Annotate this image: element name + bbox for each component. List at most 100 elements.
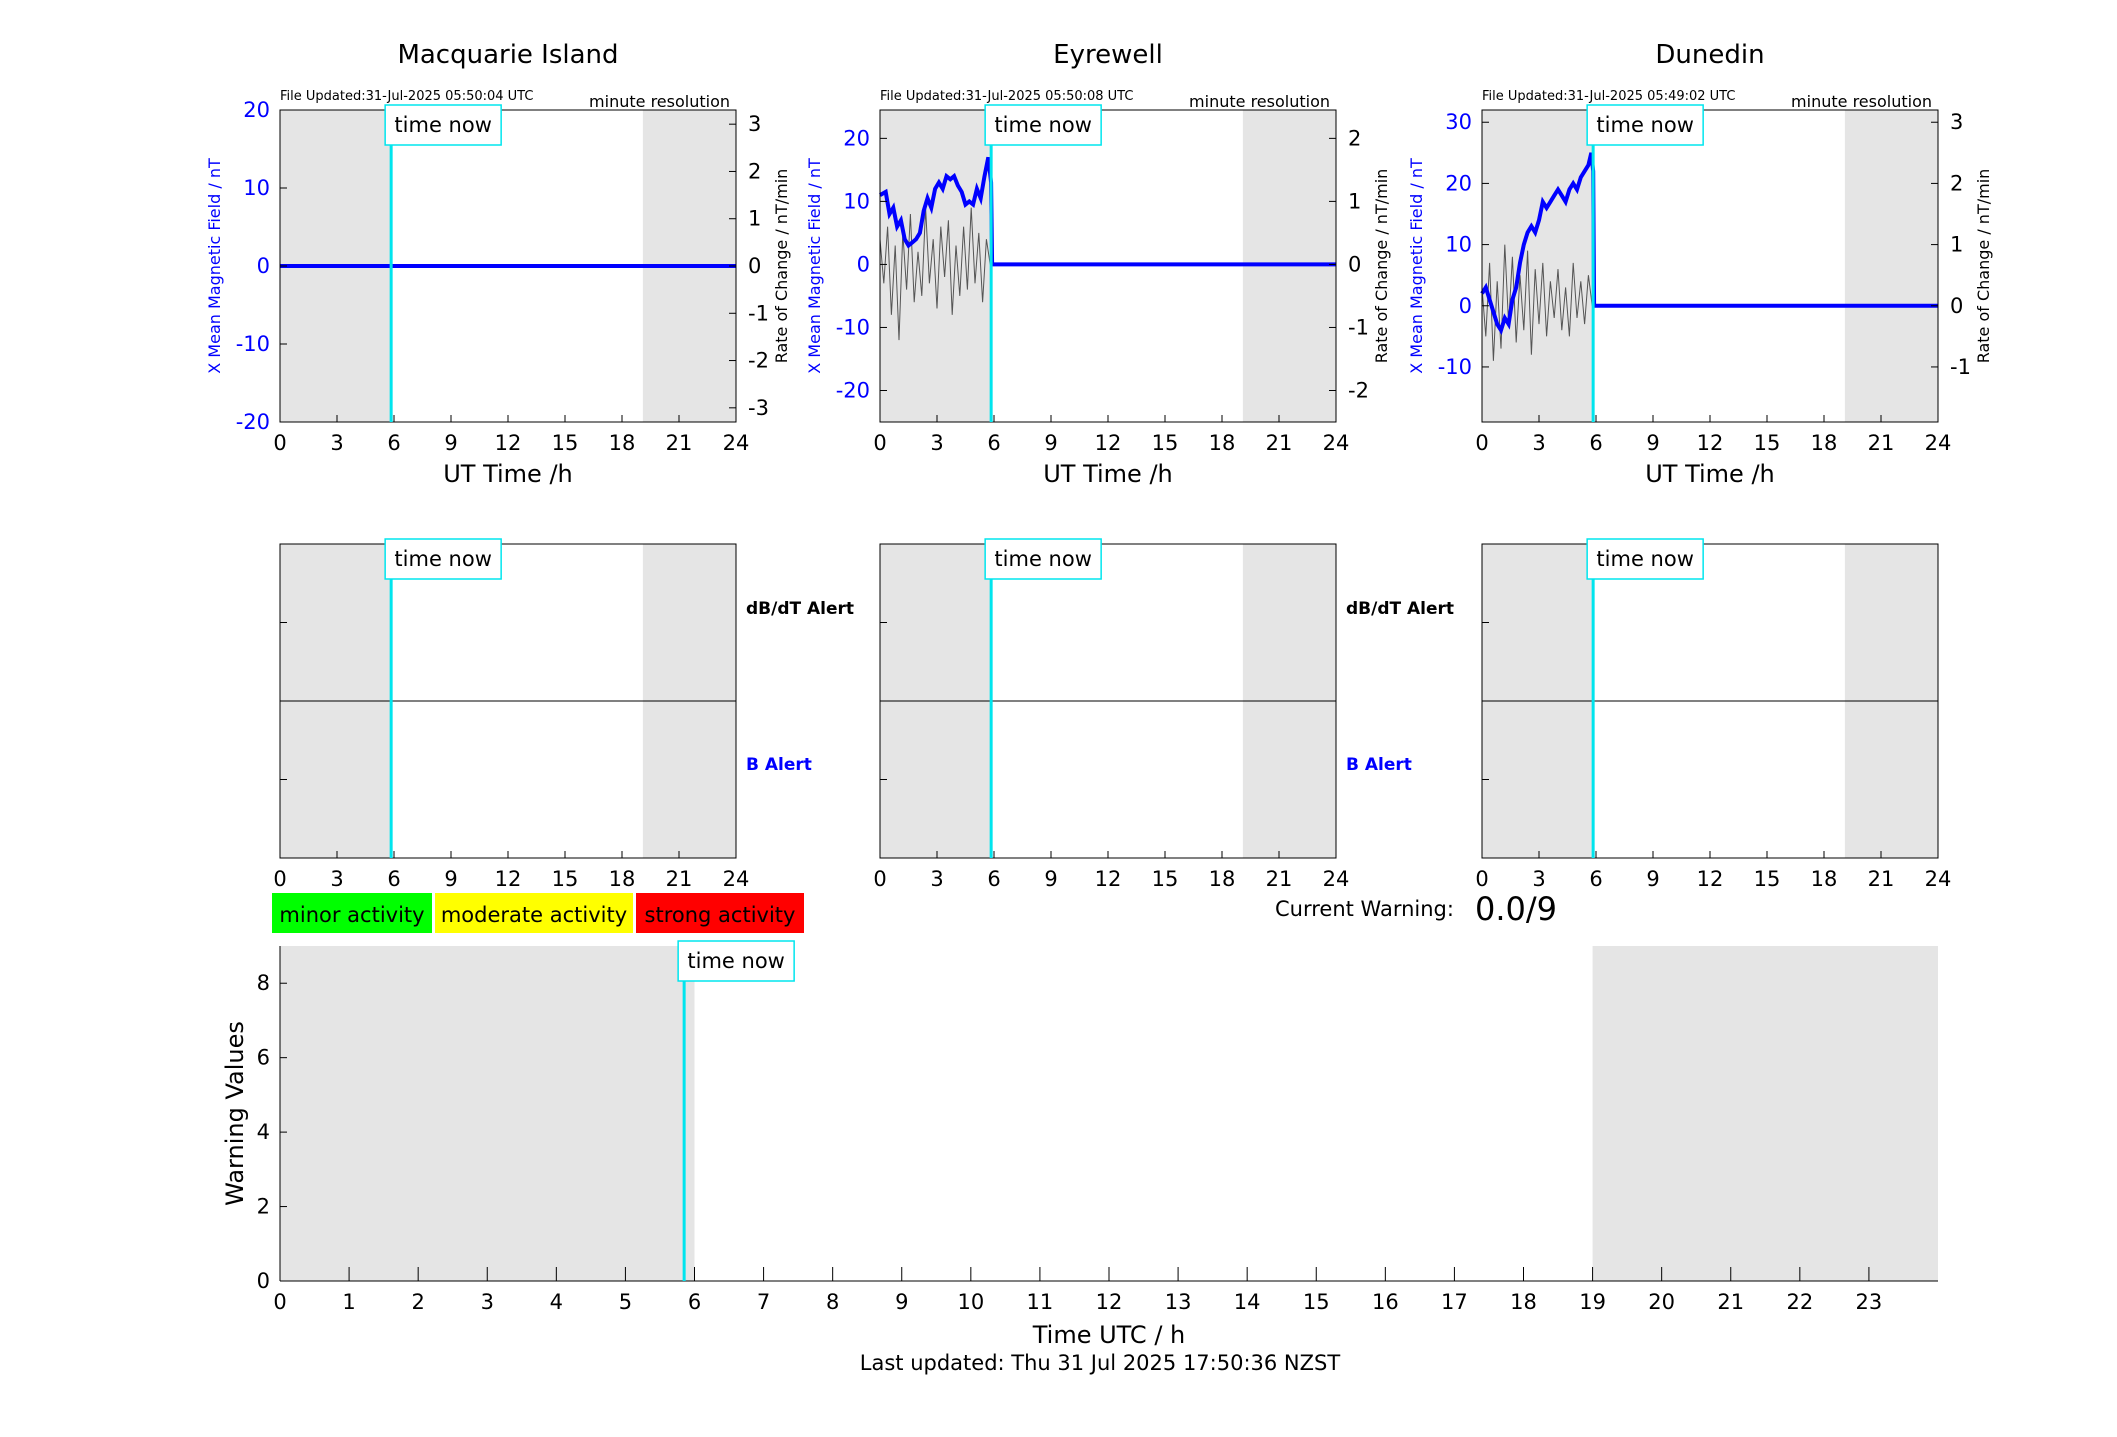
x-tick-label: 21 [666,867,693,891]
time-now-label: time now [394,547,491,571]
y-right-axis-label: Rate of Change / nT/min [1372,169,1391,364]
night-shade [880,110,992,422]
alert-panel-3: 0 3 6 9 12 15 18 21 24 time now [1475,538,1951,891]
y-right-tick-label: 1 [748,207,761,231]
x-tick-label: 12 [495,867,522,891]
activity-legend: minor activity moderate activity strong ac… [272,893,804,933]
y-left-tick-label: -10 [236,332,270,356]
x-tick-label: 6 [387,867,400,891]
x-tick-label: 15 [1152,867,1179,891]
x-tick-label: 18 [1209,867,1236,891]
x-tick-label: 0 [273,867,286,891]
x-tick-label: 19 [1579,1290,1606,1314]
x-tick-label: 12 [1697,431,1724,455]
x-tick-label: 17 [1441,1290,1468,1314]
night-shade [1482,110,1594,422]
x-tick-label: 9 [1044,431,1057,455]
x-tick-label: 18 [1811,867,1838,891]
warning-panel: 0 1 2 3 4 5 6 7 8 9 10 11 12 13 14 15 16 17 18 19 20 21 22 2302… [221,940,1938,1349]
legend-swatch-3 [636,893,804,933]
x-tick-label: 22 [1786,1290,1813,1314]
file-updated-text: File Updated:31-Jul-2025 05:50:04 UTC [280,89,533,104]
y-left-tick-label: 30 [1445,110,1472,134]
x-tick-label: 2 [411,1290,424,1314]
y-left-tick-label: -20 [836,378,870,402]
x-tick-label: 6 [987,431,1000,455]
x-tick-label: 9 [895,1290,908,1314]
y-right-tick-label: 1 [1950,233,1963,257]
y-tick-label: 4 [257,1120,270,1144]
last-updated-footer: Last updated: Thu 31 Jul 2025 17:50:36 N… [860,1351,1341,1375]
time-now-label: time now [1596,113,1693,137]
x-tick-label: 16 [1372,1290,1399,1314]
field-panel-2: 0 3 6 9 12 15 18 21 24-20-1001020-2-1012Eyrewell… [805,40,1391,488]
time-now-box [677,940,795,982]
current-warning-label: Current Warning: [1275,897,1454,921]
time-now-box [1586,104,1704,146]
y-left-axis-label: X Mean Magnetic Field / nT [205,158,224,374]
y-left-tick-label: -10 [836,315,870,339]
x-tick-label: 15 [552,867,579,891]
x-tick-label: 0 [873,431,886,455]
y-right-tick-label: -1 [1950,355,1971,379]
x-tick-label: 8 [826,1290,839,1314]
x-tick-label: 18 [1209,431,1236,455]
legend-label-1: minor activity [279,903,424,927]
x-tick-label: 3 [1532,431,1545,455]
x-tick-label: 5 [619,1290,632,1314]
y-right-axis-label: Rate of Change / nT/min [772,169,791,364]
y-right-tick-label: -2 [748,349,769,373]
current-warning-value: 0.0/9 [1475,890,1557,928]
y-right-tick-label: -2 [1348,378,1369,402]
magnetic-field-line [1480,152,1938,335]
x-tick-label: 11 [1027,1290,1054,1314]
x-tick-label: 3 [330,867,343,891]
y-left-tick-label: 20 [1445,171,1472,195]
y-right-tick-label: 3 [748,112,761,136]
x-tick-label: 18 [609,431,636,455]
x-tick-label: 21 [1868,867,1895,891]
x-tick-label: 18 [1811,431,1838,455]
panel-title: Macquarie Island [397,40,618,70]
x-tick-label: 21 [1717,1290,1744,1314]
y-right-tick-label: -1 [1348,315,1369,339]
time-now-box [1586,538,1704,580]
x-tick-label: 6 [1589,867,1602,891]
legend-swatch-2 [435,893,633,933]
x-tick-label: 12 [1096,1290,1123,1314]
y-right-tick-label: -1 [748,301,769,325]
x-tick-label: 18 [1510,1290,1537,1314]
y-left-tick-label: 10 [1445,233,1472,257]
time-now-box [384,104,502,146]
x-tick-label: 6 [1589,431,1602,455]
y-right-tick-label: 0 [748,254,761,278]
x-tick-label: 10 [957,1290,984,1314]
night-shade [1844,110,1938,422]
y-left-tick-label: -10 [1438,355,1472,379]
time-now-label: time now [394,113,491,137]
x-tick-label: 13 [1165,1290,1192,1314]
panel-title: Dunedin [1655,40,1764,70]
time-now-label: time now [1596,547,1693,571]
resolution-label: minute resolution [589,92,730,111]
x-tick-label: 6 [688,1290,701,1314]
field-panel-1: 0 3 6 9 12 15 18 21 24-20-1001020-3-2-10123Macqu… [205,40,791,488]
y-left-tick-label: -20 [236,410,270,434]
x-tick-label: 23 [1856,1290,1883,1314]
time-now-label: time now [687,949,784,973]
x-tick-label: 24 [723,431,750,455]
field-panel-3: 0 3 6 9 12 15 18 21 24-100102030-10123DunedinFil… [1407,40,1993,488]
x-tick-label: 3 [330,431,343,455]
legend-swatch-1 [272,893,432,933]
x-tick-label: 9 [444,431,457,455]
x-tick-label: 3 [481,1290,494,1314]
y-tick-label: 8 [257,971,270,995]
x-tick-label: 3 [930,431,943,455]
x-tick-label: 3 [1532,867,1545,891]
x-tick-label: 15 [1152,431,1179,455]
alert-panel-1: 0 3 6 9 12 15 18 21 24 dB/dT Alert B Alert time now [273,538,854,891]
y-right-tick-label: 0 [1950,294,1963,318]
y-right-tick-label: 0 [1348,252,1361,276]
x-tick-label: 9 [1646,431,1659,455]
